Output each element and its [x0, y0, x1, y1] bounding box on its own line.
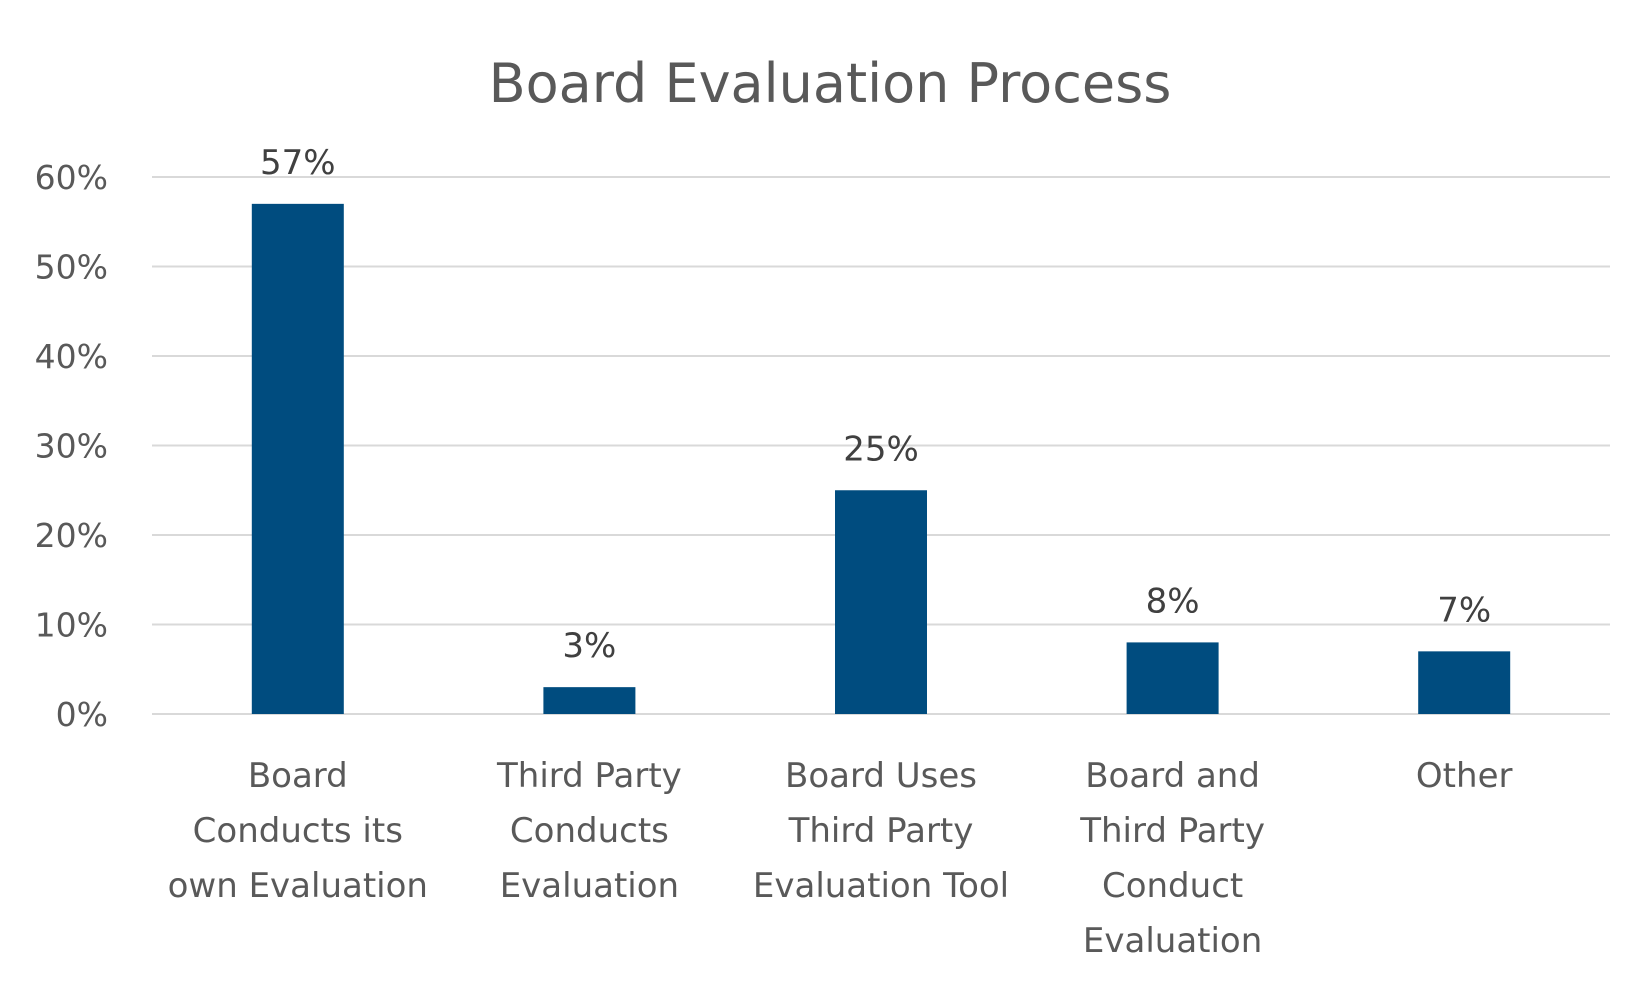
y-tick-label: 40%	[35, 337, 108, 376]
data-label: 3%	[562, 626, 616, 666]
bar	[1126, 642, 1219, 714]
category-label: Board Uses	[785, 756, 977, 796]
bar	[835, 490, 927, 714]
category-label: Conducts its	[193, 811, 403, 851]
category-label: own Evaluation	[168, 866, 428, 906]
category-label: Evaluation	[1083, 921, 1262, 961]
category-label: Third Party	[788, 811, 974, 851]
bar	[543, 687, 636, 714]
category-label: Board	[248, 756, 348, 796]
category-labels: Board Conducts its own Evaluation Third Par…	[168, 756, 1513, 961]
y-tick-label: 50%	[35, 248, 108, 287]
data-label: 7%	[1437, 590, 1491, 630]
y-axis-tick-labels: 0% 10% 20% 30% 40% 50% 60%	[35, 158, 108, 734]
data-label: 8%	[1146, 581, 1200, 621]
category-label: Conduct	[1102, 866, 1243, 906]
category-label: Conducts	[510, 811, 669, 851]
category-label: Evaluation Tool	[753, 866, 1009, 906]
y-tick-label: 20%	[35, 516, 108, 555]
y-tick-label: 30%	[35, 427, 108, 466]
category-label: Evaluation	[500, 866, 679, 906]
y-tick-label: 0%	[56, 695, 108, 734]
y-tick-label: 10%	[35, 606, 108, 645]
data-label: 57%	[260, 143, 336, 183]
category-label: Third Party	[1079, 811, 1265, 851]
data-labels: 57% 3% 25% 8% 7%	[260, 143, 1491, 666]
category-label: Other	[1416, 756, 1513, 796]
data-label: 25%	[843, 429, 919, 469]
bar	[251, 203, 344, 714]
chart-title: Board Evaluation Process	[489, 52, 1172, 115]
category-label: Board and	[1085, 756, 1260, 796]
bars	[251, 203, 1511, 714]
bar	[1418, 651, 1511, 714]
category-label: Third Party	[496, 756, 682, 796]
y-tick-label: 60%	[35, 158, 108, 197]
